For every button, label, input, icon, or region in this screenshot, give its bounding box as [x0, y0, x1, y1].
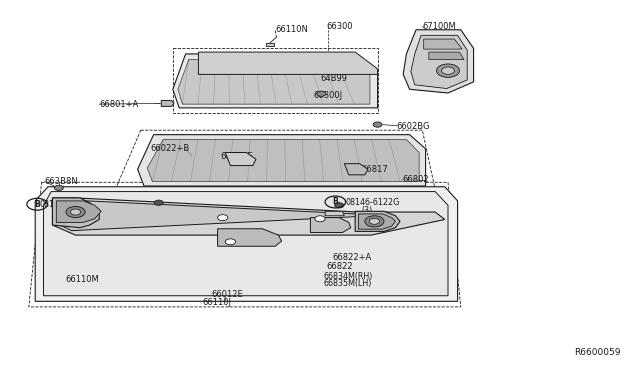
Circle shape	[154, 200, 163, 205]
Circle shape	[70, 209, 81, 215]
Text: (8): (8)	[52, 208, 63, 217]
Text: 08146-6122G: 08146-6122G	[346, 198, 400, 207]
Text: 67100M: 67100M	[422, 22, 456, 31]
Text: 66300: 66300	[326, 22, 353, 31]
Text: 66110M: 66110M	[65, 275, 99, 284]
Text: 66300J: 66300J	[314, 92, 343, 100]
Text: 66835M(LH): 66835M(LH)	[323, 279, 372, 288]
Text: 66363: 66363	[342, 213, 369, 222]
Circle shape	[373, 122, 382, 127]
Text: 66022+B: 66022+B	[150, 144, 189, 153]
Polygon shape	[147, 140, 419, 182]
Text: B: B	[35, 200, 40, 209]
Text: 66012E: 66012E	[211, 290, 243, 299]
Polygon shape	[225, 153, 256, 166]
Text: 08146-6122H: 08146-6122H	[40, 200, 93, 209]
Polygon shape	[355, 211, 400, 231]
Text: (3): (3)	[362, 206, 372, 215]
Polygon shape	[35, 187, 458, 301]
Text: 66110N: 66110N	[275, 25, 308, 34]
Polygon shape	[429, 52, 464, 60]
Polygon shape	[56, 201, 101, 222]
Text: 66822+A: 66822+A	[333, 253, 372, 262]
Polygon shape	[358, 214, 396, 229]
Text: R6600059: R6600059	[574, 348, 621, 357]
Text: 64B99: 64B99	[320, 74, 347, 83]
Circle shape	[365, 216, 384, 227]
Polygon shape	[54, 200, 358, 231]
Circle shape	[436, 64, 460, 77]
Text: 66802: 66802	[402, 175, 429, 184]
Circle shape	[54, 185, 63, 190]
Polygon shape	[411, 35, 467, 89]
Circle shape	[442, 67, 454, 74]
Text: 6602BE: 6602BE	[221, 152, 253, 161]
Polygon shape	[266, 43, 274, 46]
Circle shape	[225, 239, 236, 245]
Text: 66110J: 66110J	[202, 298, 231, 307]
Polygon shape	[52, 198, 99, 228]
Text: 6602BG: 6602BG	[397, 122, 430, 131]
Text: 66817: 66817	[362, 165, 388, 174]
Polygon shape	[424, 39, 462, 49]
Circle shape	[315, 216, 325, 222]
Polygon shape	[161, 100, 174, 106]
Circle shape	[218, 215, 228, 221]
Polygon shape	[310, 218, 351, 232]
Circle shape	[66, 206, 85, 218]
Circle shape	[317, 91, 326, 96]
Polygon shape	[218, 229, 282, 246]
Polygon shape	[198, 52, 378, 74]
Polygon shape	[44, 192, 448, 296]
Polygon shape	[344, 164, 368, 175]
Text: 66822: 66822	[326, 262, 353, 271]
Polygon shape	[403, 30, 474, 93]
Text: 663B8N: 663B8N	[45, 177, 79, 186]
Polygon shape	[173, 54, 378, 108]
Text: 66801+A: 66801+A	[99, 100, 138, 109]
Circle shape	[335, 203, 344, 208]
Polygon shape	[52, 198, 445, 235]
Polygon shape	[178, 60, 370, 104]
Polygon shape	[325, 211, 344, 216]
Text: 66834M(RH): 66834M(RH)	[323, 272, 372, 280]
Circle shape	[369, 218, 380, 224]
Polygon shape	[138, 135, 426, 186]
Text: B: B	[333, 198, 338, 206]
